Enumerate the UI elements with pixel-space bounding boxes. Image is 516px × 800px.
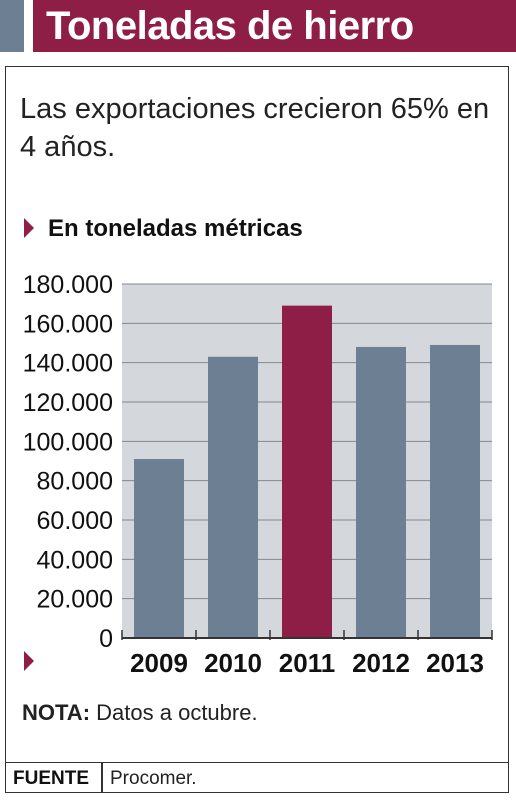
y-tick-label: 120.000 bbox=[23, 389, 113, 417]
unit-label: En toneladas métricas bbox=[48, 215, 303, 242]
x-tick-label: 2012 bbox=[352, 648, 410, 678]
y-tick-label: 40.000 bbox=[37, 546, 113, 574]
note-label: NOTA: bbox=[22, 700, 91, 725]
bar bbox=[356, 346, 406, 638]
axis-arrow-icon bbox=[24, 651, 34, 671]
bar-chart: 180.000 160.000 140.000 120.000 100.000 80.00… bbox=[23, 271, 493, 678]
source-value: Procomer. bbox=[110, 768, 197, 789]
source-bar bbox=[5, 762, 509, 793]
header-band bbox=[33, 0, 516, 52]
y-tick-label: 160.000 bbox=[23, 310, 113, 338]
x-tick-label: 2010 bbox=[204, 648, 262, 678]
y-tick-label: 0 bbox=[99, 625, 113, 653]
source-separator bbox=[101, 762, 103, 793]
page-title: Toneladas de hierro bbox=[46, 4, 414, 48]
unit-arrow-icon bbox=[24, 218, 34, 238]
bar bbox=[430, 344, 480, 638]
y-tick-label: 20.000 bbox=[37, 586, 113, 614]
source-label: FUENTE bbox=[13, 768, 89, 789]
bar bbox=[134, 459, 184, 638]
x-tick-label: 2009 bbox=[130, 648, 188, 678]
y-tick-label: 80.000 bbox=[37, 468, 113, 496]
x-tick-label: 2013 bbox=[426, 648, 484, 678]
x-tick-label: 2011 bbox=[279, 648, 335, 678]
y-tick-label: 60.000 bbox=[37, 507, 113, 535]
bar bbox=[208, 356, 258, 638]
bar bbox=[282, 305, 332, 638]
y-tick-label: 180.000 bbox=[23, 271, 113, 299]
chart-frame bbox=[5, 66, 509, 793]
note: NOTA: Datos a octubre. bbox=[22, 700, 258, 726]
subtitle: Las exportaciones crecieron 65% en 4 año… bbox=[20, 93, 490, 163]
note-text: Datos a octubre. bbox=[96, 700, 258, 725]
y-tick-label: 100.000 bbox=[23, 428, 113, 456]
header: Toneladas de hierro bbox=[0, 0, 516, 52]
y-tick-label: 140.000 bbox=[23, 350, 113, 378]
header-side-block bbox=[0, 0, 24, 52]
